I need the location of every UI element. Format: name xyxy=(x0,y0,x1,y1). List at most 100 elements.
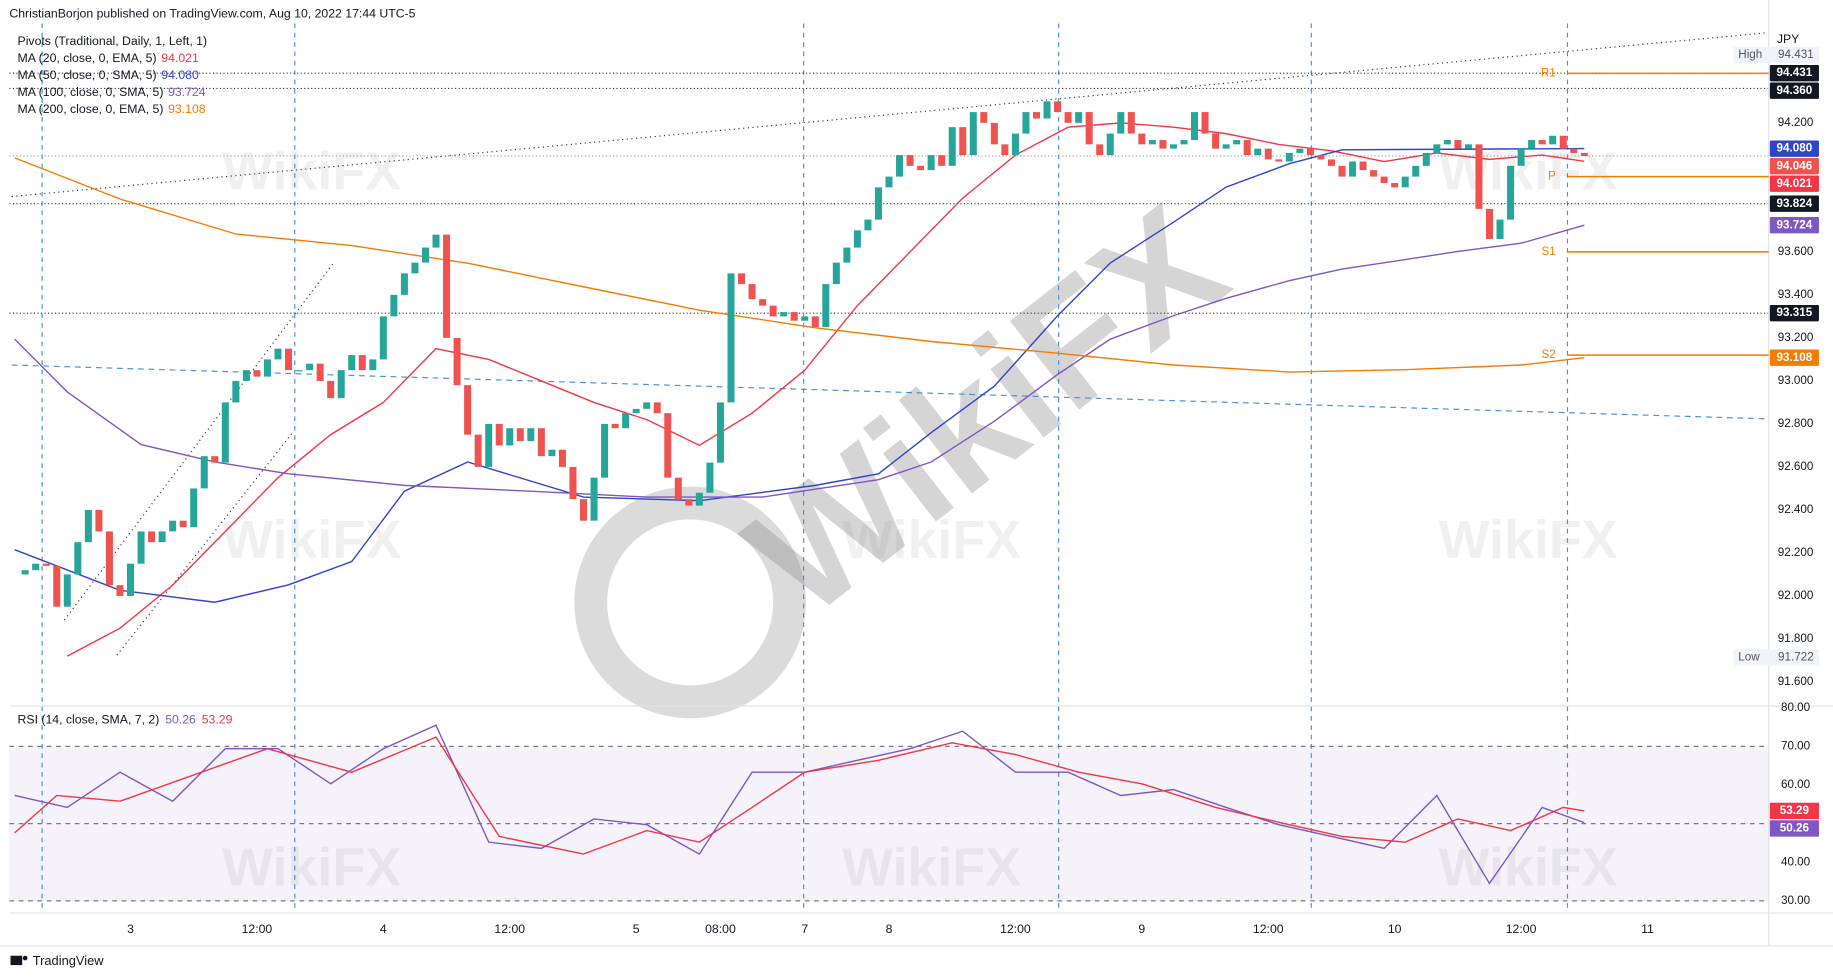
candle xyxy=(485,423,493,467)
candle xyxy=(158,531,166,543)
y-tick-label: 93.000 xyxy=(1778,374,1814,387)
watermark: WikiFX xyxy=(842,510,1021,570)
candle xyxy=(1538,140,1546,145)
candle xyxy=(1327,159,1335,166)
rsi-legend-value: 53.29 xyxy=(202,713,233,727)
legend-entry: MA (100, close, 0, SMA, 5) 93.724 xyxy=(18,85,206,99)
candle xyxy=(1275,159,1283,162)
candle xyxy=(148,531,156,543)
candle xyxy=(790,312,798,321)
watermark: WikiFX xyxy=(222,838,401,898)
rsi-tick-label: 30.00 xyxy=(1781,894,1811,907)
candle xyxy=(516,428,524,442)
candle xyxy=(32,563,40,571)
rsi-tick-label: 80.00 xyxy=(1781,701,1811,714)
candle xyxy=(906,155,914,166)
candle xyxy=(1412,165,1420,177)
watermark: WikiFX xyxy=(222,142,401,202)
indicator-line xyxy=(14,736,1585,855)
candle xyxy=(727,273,735,403)
publish-header: ChristianBorjon published on TradingView… xyxy=(9,6,415,20)
x-tick-label: 7 xyxy=(801,922,808,936)
candle xyxy=(706,462,714,493)
candle xyxy=(190,488,198,528)
candle xyxy=(569,466,577,500)
candle xyxy=(822,284,830,328)
candle xyxy=(200,456,208,489)
candle xyxy=(1032,112,1041,119)
candle xyxy=(1011,133,1019,156)
indicator-line xyxy=(14,147,1585,603)
candle xyxy=(853,230,861,248)
y-tick-label: 91.800 xyxy=(1778,632,1814,645)
y-tick-label: 92.400 xyxy=(1778,503,1814,516)
low-box xyxy=(1733,649,1819,666)
candle xyxy=(801,316,809,321)
candle xyxy=(1359,161,1367,171)
rsi-legend: RSI (14, close, SMA, 7, 2) 50.26 53.29 xyxy=(18,713,233,727)
candle xyxy=(337,370,345,399)
candle xyxy=(1201,112,1209,134)
candle xyxy=(63,574,71,607)
rsi-tick-label: 40.00 xyxy=(1781,855,1811,868)
candle xyxy=(1422,152,1430,166)
candle xyxy=(1317,155,1325,160)
candle xyxy=(348,355,356,371)
candle xyxy=(611,423,619,429)
candle xyxy=(1138,133,1146,145)
legend-name: MA (200, close, 0, EMA, 5) xyxy=(18,102,164,116)
watermark: WikiFX xyxy=(222,510,401,570)
x-tick-label: 12:00 xyxy=(242,922,273,936)
price-badge xyxy=(1769,158,1819,175)
legend-entry: Pivots (Traditional, Daily, 1, Left, 1) xyxy=(18,34,208,48)
y-tick-label: 93.600 xyxy=(1778,245,1814,258)
candle xyxy=(1159,140,1167,149)
candle xyxy=(379,316,387,360)
candle xyxy=(400,273,408,295)
candle xyxy=(1191,112,1199,141)
candle xyxy=(1075,112,1083,123)
candle xyxy=(874,187,882,220)
legend-entry: MA (50, close, 0, SMA, 5) 94.080 xyxy=(18,68,199,82)
pivot-label: R1 xyxy=(1541,66,1556,79)
candle xyxy=(1338,165,1346,177)
indicator-line xyxy=(14,157,1585,373)
session-lines xyxy=(41,23,1569,913)
candle xyxy=(369,359,377,371)
candle xyxy=(1022,112,1030,134)
candle xyxy=(1370,170,1378,177)
legend-name: MA (100, close, 0, SMA, 5) xyxy=(18,85,164,99)
candle xyxy=(579,499,588,521)
candle xyxy=(1243,140,1251,156)
candle xyxy=(1380,176,1388,184)
candle xyxy=(316,363,324,381)
candle xyxy=(748,284,756,300)
drawings xyxy=(11,32,1767,656)
pivot-label: P xyxy=(1548,170,1556,183)
price-badge xyxy=(1769,195,1819,212)
watermark: WikiFX xyxy=(1439,510,1618,570)
candle xyxy=(1485,208,1494,239)
candle xyxy=(780,312,788,317)
candle xyxy=(1043,101,1051,119)
y-tick-label: 91.600 xyxy=(1778,675,1814,688)
candle xyxy=(105,531,113,586)
candle xyxy=(116,585,124,596)
candle xyxy=(695,492,703,506)
overlay: 94.200 93.600 93.400 93.200 93.000 92.800 92.6… xyxy=(18,34,1819,936)
candle xyxy=(211,456,219,463)
price-badge-label: 93.315 xyxy=(1777,306,1813,319)
candle xyxy=(653,402,661,414)
candle xyxy=(1454,140,1462,149)
candle xyxy=(1054,101,1062,113)
x-tick-label: 08:00 xyxy=(705,922,736,936)
candle xyxy=(885,176,893,188)
candle xyxy=(221,402,229,463)
candle xyxy=(474,434,482,467)
x-tick-label: 12:00 xyxy=(1253,922,1284,936)
watermark: WikiFX xyxy=(1439,142,1618,202)
y-tick-label: 93.200 xyxy=(1778,331,1814,344)
price-badge xyxy=(1769,64,1819,82)
